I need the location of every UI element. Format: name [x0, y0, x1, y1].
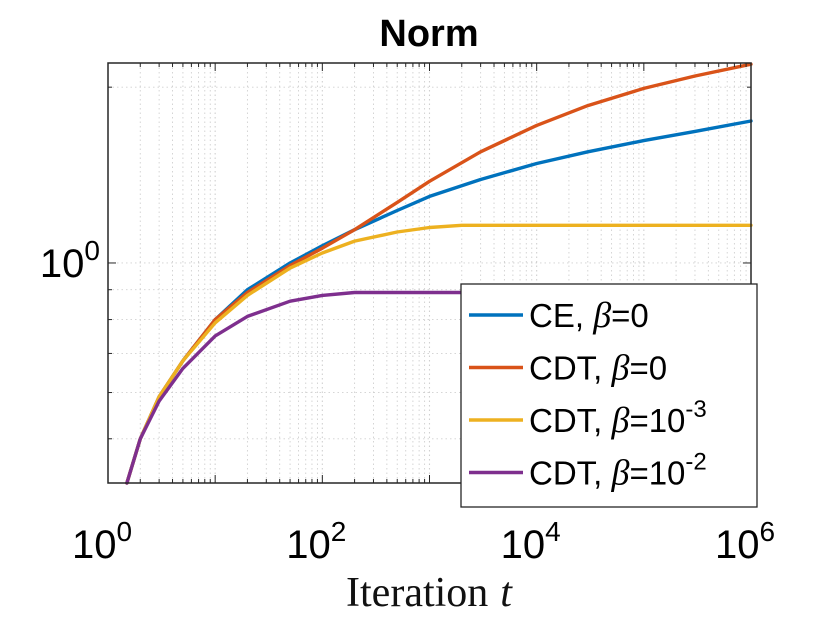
legend-label-value: =0	[629, 350, 667, 387]
x-tick-label-exponent: 6	[759, 516, 775, 547]
legend-label-value: =0	[611, 297, 649, 334]
x-axis-label-text: Iteration	[346, 570, 488, 616]
legend-label-2: CDT, β=0	[529, 348, 667, 388]
series-line-3	[125, 223, 753, 485]
legend-label-value: =10	[629, 402, 685, 439]
legend-label-symbol: β	[611, 453, 630, 493]
legend-label-exponent: -2	[685, 449, 706, 476]
legend-label-symbol: β	[611, 348, 630, 388]
series-lines	[125, 62, 753, 485]
chart-title: Norm	[379, 13, 478, 55]
legend-label-prefix: CE,	[529, 297, 593, 334]
legend-label-prefix: CDT,	[529, 402, 612, 439]
y-tick-label: 100	[40, 235, 100, 286]
x-tick-label-base: 10	[501, 523, 546, 567]
x-axis-label-variable: t	[500, 570, 513, 616]
legend-label-prefix: CDT,	[529, 350, 612, 387]
legend-label-symbol: β	[592, 295, 611, 335]
y-tick-label-base: 10	[40, 242, 85, 286]
legend-label-prefix: CDT,	[529, 455, 612, 492]
legend-box	[460, 283, 758, 508]
x-tick-label: 104	[501, 516, 561, 567]
legend-label-value: =10	[629, 455, 685, 492]
x-tick-label-base: 10	[715, 523, 760, 567]
x-tick-label-exponent: 0	[116, 516, 132, 547]
x-tick-label-base: 10	[72, 523, 117, 567]
x-tick-label-exponent: 4	[545, 516, 561, 547]
y-tick-label-exponent: 0	[84, 235, 100, 266]
legend-label-3: CDT, β=10-3	[529, 396, 707, 440]
x-tick-label: 106	[715, 516, 775, 567]
x-tick-label-base: 10	[286, 523, 331, 567]
x-tick-label-exponent: 2	[331, 516, 347, 547]
legend-label-symbol: β	[611, 400, 630, 440]
legend-label-4: CDT, β=10-2	[529, 449, 707, 493]
series-line-4	[125, 290, 753, 485]
legend-label-1: CE, β=0	[529, 295, 649, 335]
x-tick-label: 100	[72, 516, 132, 567]
x-axis-label: Iteration t	[346, 570, 513, 616]
legend-label-exponent: -3	[685, 396, 706, 423]
x-tick-label: 102	[286, 516, 346, 567]
